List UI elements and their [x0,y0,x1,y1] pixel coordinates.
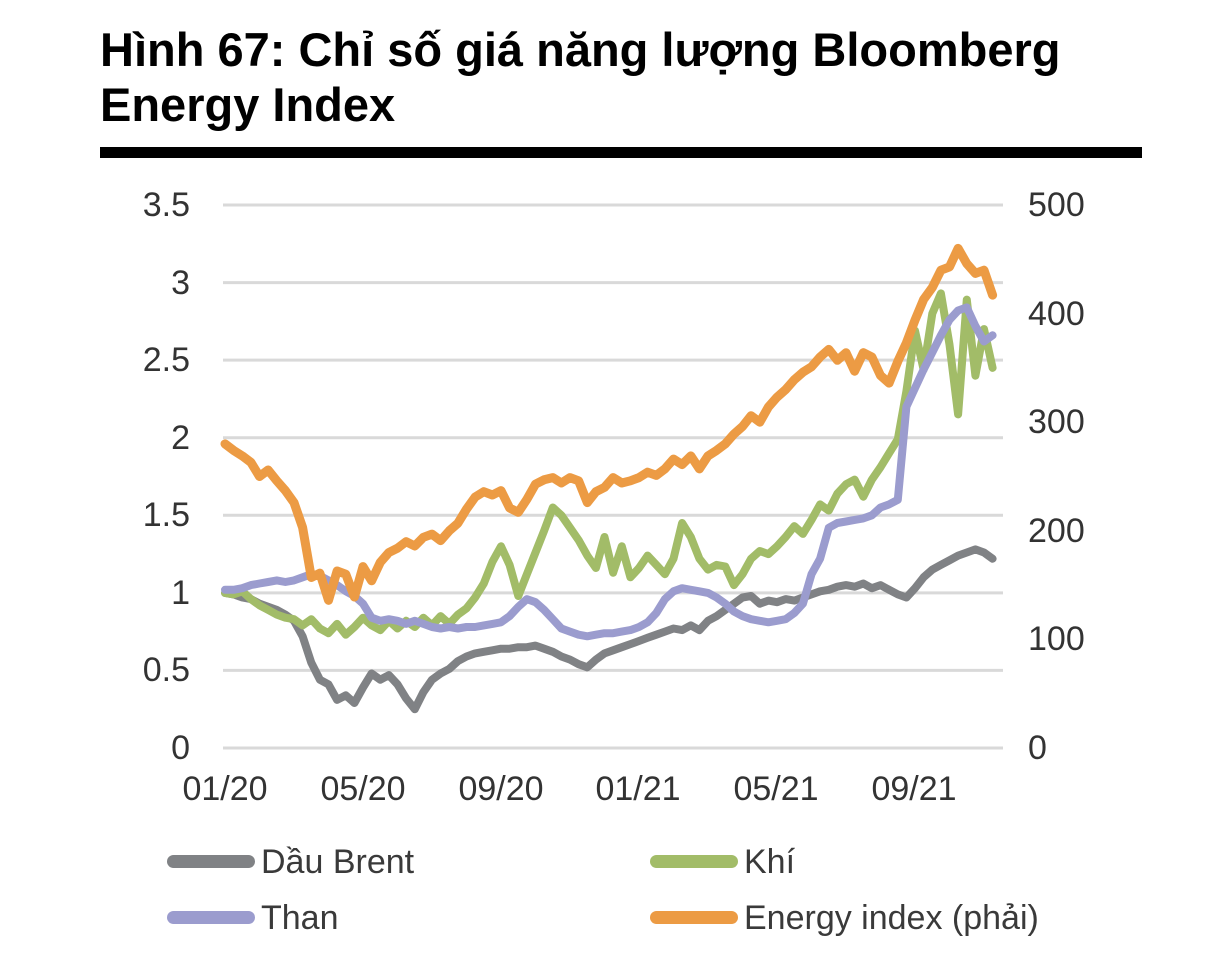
legend-label: Khí [744,843,796,881]
right-axis-tick: 0 [1028,729,1047,767]
legend-label: Than [261,899,339,937]
left-axis-tick: 2.5 [142,341,190,379]
series-line-energy-index [220,243,998,605]
left-axis-tick: 0 [171,729,190,767]
figure-title: Hình 67: Chỉ số giá năng lượng Bloomberg… [100,23,1061,132]
series-lines [220,243,998,714]
left-axis-tick: 1 [171,573,190,612]
legend-swatch-energy-index [650,911,738,924]
right-axis-tick: 100 [1028,620,1085,659]
legend-label: Dầu Brent [261,843,415,881]
x-axis-tick: 09/20 [458,770,544,808]
x-axis-tick: 05/20 [320,770,406,808]
left-axis-tick: 2 [171,418,190,457]
x-axis-tick: 01/20 [182,770,268,808]
left-axis-tick: 3.5 [142,186,190,224]
series-line-khi [221,289,997,639]
left-axis-tick: 0.5 [142,651,190,690]
series-line-than [221,303,997,641]
left-axis-tick: 3 [171,263,190,302]
right-axis-tick: 300 [1028,403,1085,442]
left-axis-tick: 1.5 [142,496,190,534]
legend-label: Energy index (phải) [744,899,1039,937]
right-axis-tick: 200 [1028,511,1085,550]
legend-swatch-than [167,911,255,924]
right-axis-tick: 500 [1028,186,1085,224]
series-line-dau-brent [221,545,997,714]
gridlines [223,203,1003,750]
legend-swatch-dau-brent [167,855,255,868]
right-axis-tick: 400 [1028,294,1085,333]
title-divider [100,147,1142,158]
x-axis-tick: 01/21 [595,770,681,808]
legend-swatch-khi [650,855,738,868]
x-axis-tick: 09/21 [871,770,957,808]
x-axis-tick: 05/21 [733,770,819,808]
